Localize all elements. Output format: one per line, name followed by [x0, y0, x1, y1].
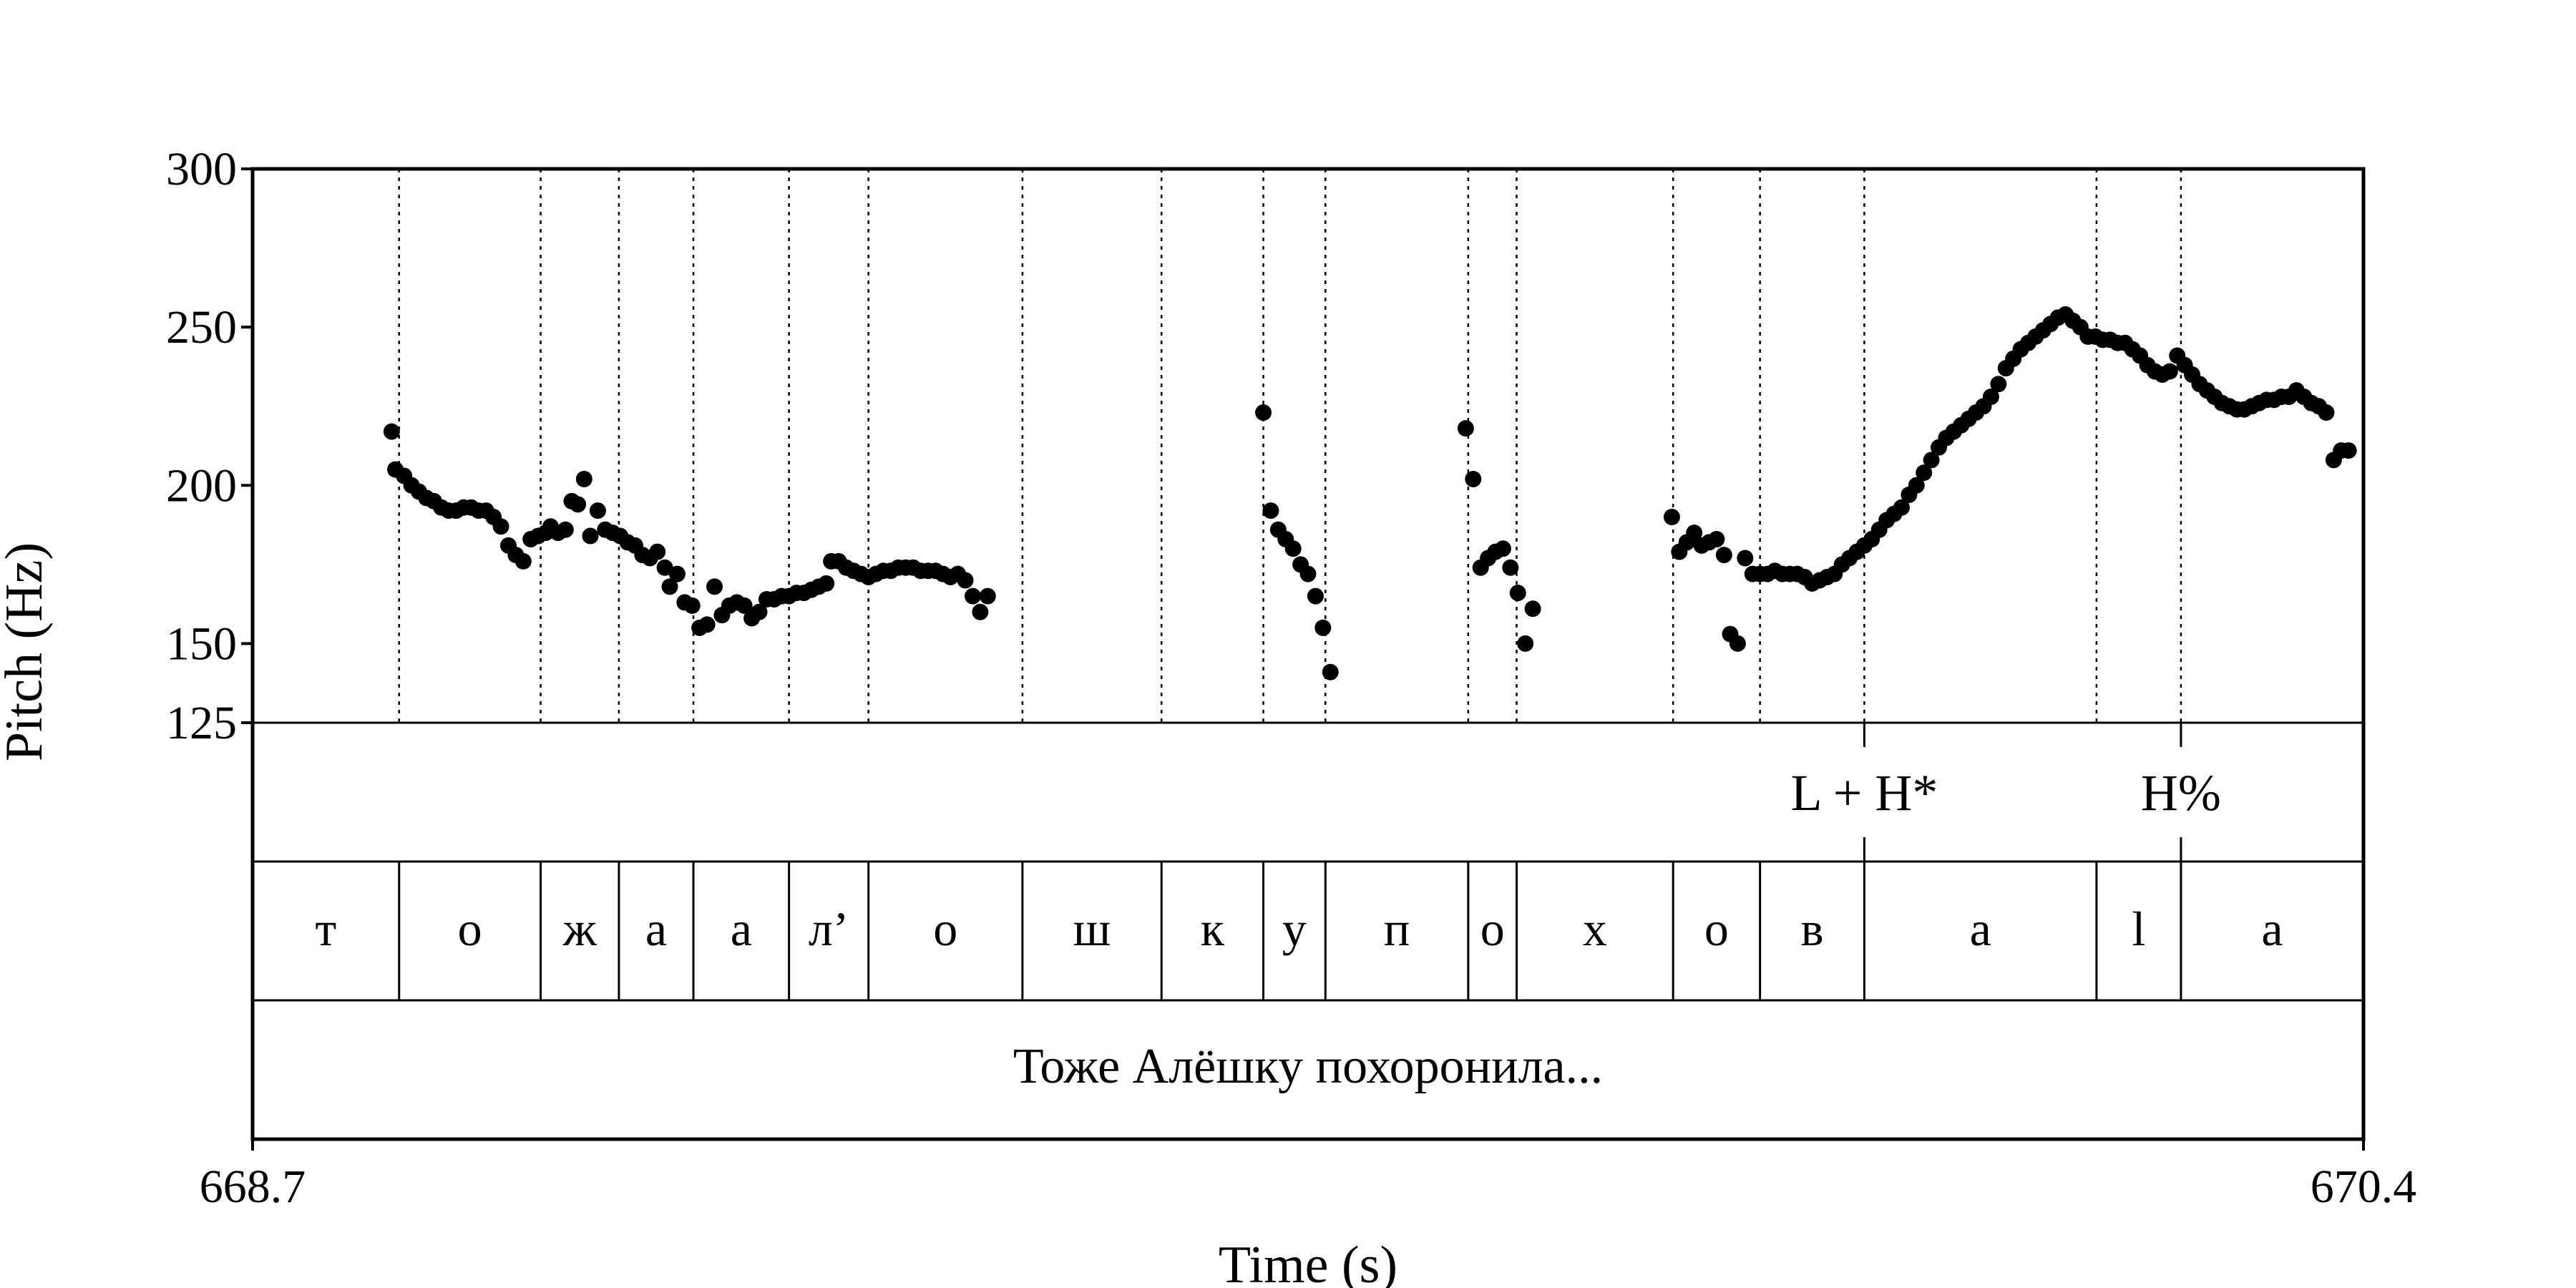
x-tick-label: 670.4 — [2311, 1161, 2417, 1213]
pitch-point — [1729, 635, 1746, 652]
pitch-point — [589, 502, 606, 519]
pitch-point — [1509, 585, 1526, 602]
pitch-point — [736, 597, 753, 614]
pitch-point — [1299, 565, 1317, 582]
pitch-point — [1737, 550, 1754, 567]
pitch-point — [1715, 547, 1732, 564]
y-tick-label: 150 — [166, 618, 237, 670]
pitch-point — [649, 543, 666, 560]
sentence-label: Тоже Алёшку похоронила... — [1013, 1039, 1603, 1094]
pitch-point — [557, 521, 574, 538]
segment-label: l — [2132, 902, 2145, 956]
pitch-point — [1708, 530, 1725, 547]
segment-label: в — [1800, 902, 1823, 956]
pitch-point — [1663, 509, 1680, 526]
y-tick-label: 200 — [166, 459, 237, 512]
pitch-point — [1982, 388, 1999, 405]
y-tick-label: 250 — [166, 301, 237, 353]
pitch-point — [698, 616, 716, 633]
segment-label: о — [458, 902, 482, 956]
pitch-point — [2161, 363, 2178, 380]
segment-label: а — [2261, 902, 2283, 956]
segment-label: к — [1201, 902, 1225, 956]
pitch-point — [575, 470, 592, 487]
pitch-point — [492, 518, 509, 535]
pitch-point — [582, 527, 599, 545]
segment-label: о — [1704, 902, 1729, 956]
pitch-point — [668, 565, 686, 582]
pitch-point — [1307, 587, 1324, 605]
pitch-point — [570, 496, 587, 513]
pitch-point — [964, 587, 981, 605]
segment-label: а — [645, 902, 667, 956]
segment-label: л’ — [809, 902, 849, 956]
pitch-point — [1457, 420, 1474, 437]
segment-label: т — [316, 902, 337, 956]
pitch-point — [1923, 452, 1940, 469]
pitch-point — [383, 423, 400, 440]
pitch-point — [1686, 525, 1703, 542]
pitch-point — [1262, 502, 1279, 519]
pitch-point — [656, 559, 673, 576]
segment-label: а — [1970, 902, 1991, 956]
segment-label: ш — [1073, 902, 1111, 956]
pitch-point — [706, 578, 723, 595]
pitch-point — [2340, 442, 2357, 459]
pitch-point — [1916, 464, 1933, 482]
pitch-point — [972, 603, 989, 620]
y-tick-label: 300 — [166, 143, 237, 195]
segment-label: у — [1282, 902, 1307, 956]
pitch-point — [1908, 477, 1925, 494]
pitch-point — [1255, 404, 1272, 421]
segment-label: п — [1384, 902, 1410, 956]
pitch-point — [1990, 376, 2007, 393]
tone-label: L + H* — [1790, 764, 1938, 821]
pitch-point — [1322, 663, 1339, 680]
pitch-point — [1494, 540, 1511, 557]
y-tick-label: 125 — [166, 697, 237, 749]
pitch-point — [818, 575, 835, 592]
x-tick-label: 668.7 — [200, 1161, 306, 1213]
y-axis-ticks: 300 250 200 150 125 — [166, 143, 253, 749]
segment-label: о — [933, 902, 957, 956]
segment-label: ж — [562, 902, 597, 956]
pitch-point — [957, 572, 974, 589]
pitch-point — [1314, 619, 1332, 636]
segment-label: х — [1583, 902, 1607, 956]
x-axis-title: Time (s) — [1219, 1236, 1397, 1288]
segment-label: о — [1480, 902, 1505, 956]
plot-frame — [250, 167, 2366, 1141]
pitch-point — [2318, 404, 2335, 421]
pitch-point — [1524, 600, 1541, 618]
pitch-point — [514, 552, 532, 570]
pitch-point — [1517, 635, 1534, 652]
pitch-point — [1502, 559, 1519, 576]
y-axis-title: Pitch (Hz) — [0, 542, 54, 761]
x-axis-ticks: 668.7 670.4 — [200, 1139, 2417, 1213]
tone-label: H% — [2141, 764, 2221, 821]
pitch-point — [683, 597, 701, 614]
pitch-point — [661, 578, 678, 595]
pitch-point — [1465, 470, 1482, 487]
pitch-point — [1893, 499, 1910, 516]
pitch-point — [1284, 540, 1302, 557]
pitch-point — [979, 587, 996, 605]
segment-label: а — [731, 902, 752, 956]
outer-frame — [250, 167, 2366, 1141]
pitch-points — [383, 306, 2357, 680]
segment-boundaries — [398, 169, 2182, 1000]
pitch-point — [751, 603, 768, 620]
